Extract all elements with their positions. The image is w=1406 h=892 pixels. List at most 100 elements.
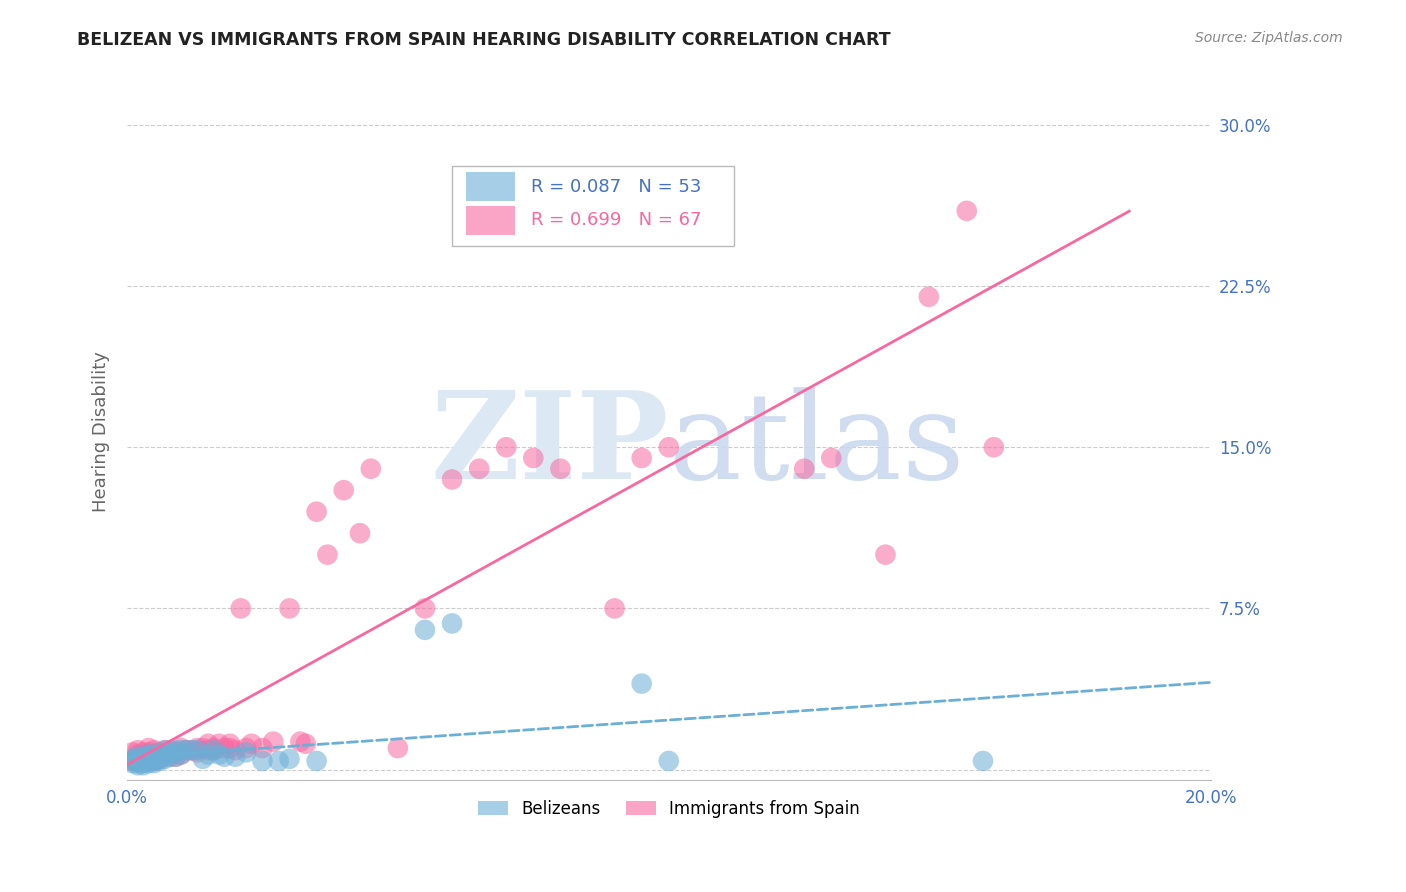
Point <box>208 747 231 762</box>
Y-axis label: Hearing Disability: Hearing Disability <box>93 351 110 511</box>
Point <box>235 745 257 759</box>
Point <box>316 548 339 562</box>
Text: atlas: atlas <box>669 386 966 503</box>
Point <box>138 756 160 771</box>
Point <box>332 483 354 498</box>
Point <box>630 450 652 465</box>
Point <box>170 741 193 756</box>
Point <box>159 749 181 764</box>
Point <box>349 526 371 541</box>
Point <box>127 756 149 771</box>
Point <box>132 745 155 759</box>
Point <box>153 743 176 757</box>
Point <box>278 752 301 766</box>
Point <box>186 745 208 759</box>
Point <box>630 676 652 690</box>
Point <box>153 747 176 762</box>
Point <box>165 749 187 764</box>
Point <box>235 741 257 756</box>
Point <box>132 752 155 766</box>
Point <box>413 623 436 637</box>
Point <box>148 754 170 768</box>
Point <box>143 747 166 762</box>
Point <box>165 749 187 764</box>
Point <box>711 182 734 196</box>
Point <box>219 737 242 751</box>
Point <box>495 440 517 454</box>
Point <box>138 749 160 764</box>
Point <box>170 743 193 757</box>
Point <box>956 203 979 218</box>
Bar <box>467 172 515 202</box>
Point <box>143 743 166 757</box>
Point <box>143 747 166 762</box>
Point <box>132 754 155 768</box>
Point <box>138 752 160 766</box>
Point <box>121 756 143 771</box>
Point <box>972 754 994 768</box>
Point <box>229 601 252 615</box>
Point <box>127 752 149 766</box>
Point <box>294 737 316 751</box>
Point <box>143 754 166 768</box>
Point <box>522 450 544 465</box>
Point <box>148 752 170 766</box>
Point <box>224 743 246 757</box>
Point <box>143 756 166 771</box>
Point <box>170 747 193 762</box>
Point <box>132 749 155 764</box>
Point <box>127 758 149 772</box>
Point <box>121 745 143 759</box>
Point <box>153 743 176 757</box>
Point <box>208 737 231 751</box>
Legend: Belizeans, Immigrants from Spain: Belizeans, Immigrants from Spain <box>471 793 866 824</box>
Point <box>143 752 166 766</box>
Text: ZIP: ZIP <box>430 386 669 504</box>
Point <box>550 461 572 475</box>
Point <box>820 450 842 465</box>
Text: Source: ZipAtlas.com: Source: ZipAtlas.com <box>1195 31 1343 45</box>
Point <box>219 741 242 756</box>
Point <box>138 754 160 768</box>
Text: BELIZEAN VS IMMIGRANTS FROM SPAIN HEARING DISABILITY CORRELATION CHART: BELIZEAN VS IMMIGRANTS FROM SPAIN HEARIN… <box>77 31 891 49</box>
FancyBboxPatch shape <box>453 166 734 246</box>
Point <box>202 743 225 757</box>
Point <box>186 741 208 756</box>
Point <box>267 754 290 768</box>
Point <box>127 754 149 768</box>
Point <box>793 461 815 475</box>
Point <box>202 741 225 756</box>
Point <box>121 754 143 768</box>
Point <box>159 745 181 759</box>
Point <box>138 752 160 766</box>
Point <box>875 548 897 562</box>
Point <box>138 741 160 756</box>
Point <box>132 758 155 772</box>
Point <box>918 290 941 304</box>
Point <box>148 747 170 762</box>
Point <box>127 747 149 762</box>
Point <box>214 741 236 756</box>
Point <box>127 743 149 757</box>
Point <box>658 440 681 454</box>
Point <box>138 745 160 759</box>
Point <box>290 734 312 748</box>
Point <box>121 752 143 766</box>
Point <box>360 461 382 475</box>
Point <box>197 747 219 762</box>
Point <box>181 743 204 757</box>
Point <box>148 752 170 766</box>
Bar <box>467 205 515 235</box>
Point <box>127 752 149 766</box>
Point <box>181 743 204 757</box>
Point <box>165 745 187 759</box>
Point <box>305 754 328 768</box>
Point <box>252 741 274 756</box>
Point <box>441 616 464 631</box>
Point <box>214 749 236 764</box>
Point <box>153 747 176 762</box>
Point <box>176 743 198 757</box>
Point <box>983 440 1005 454</box>
Point <box>278 601 301 615</box>
Point <box>121 754 143 768</box>
